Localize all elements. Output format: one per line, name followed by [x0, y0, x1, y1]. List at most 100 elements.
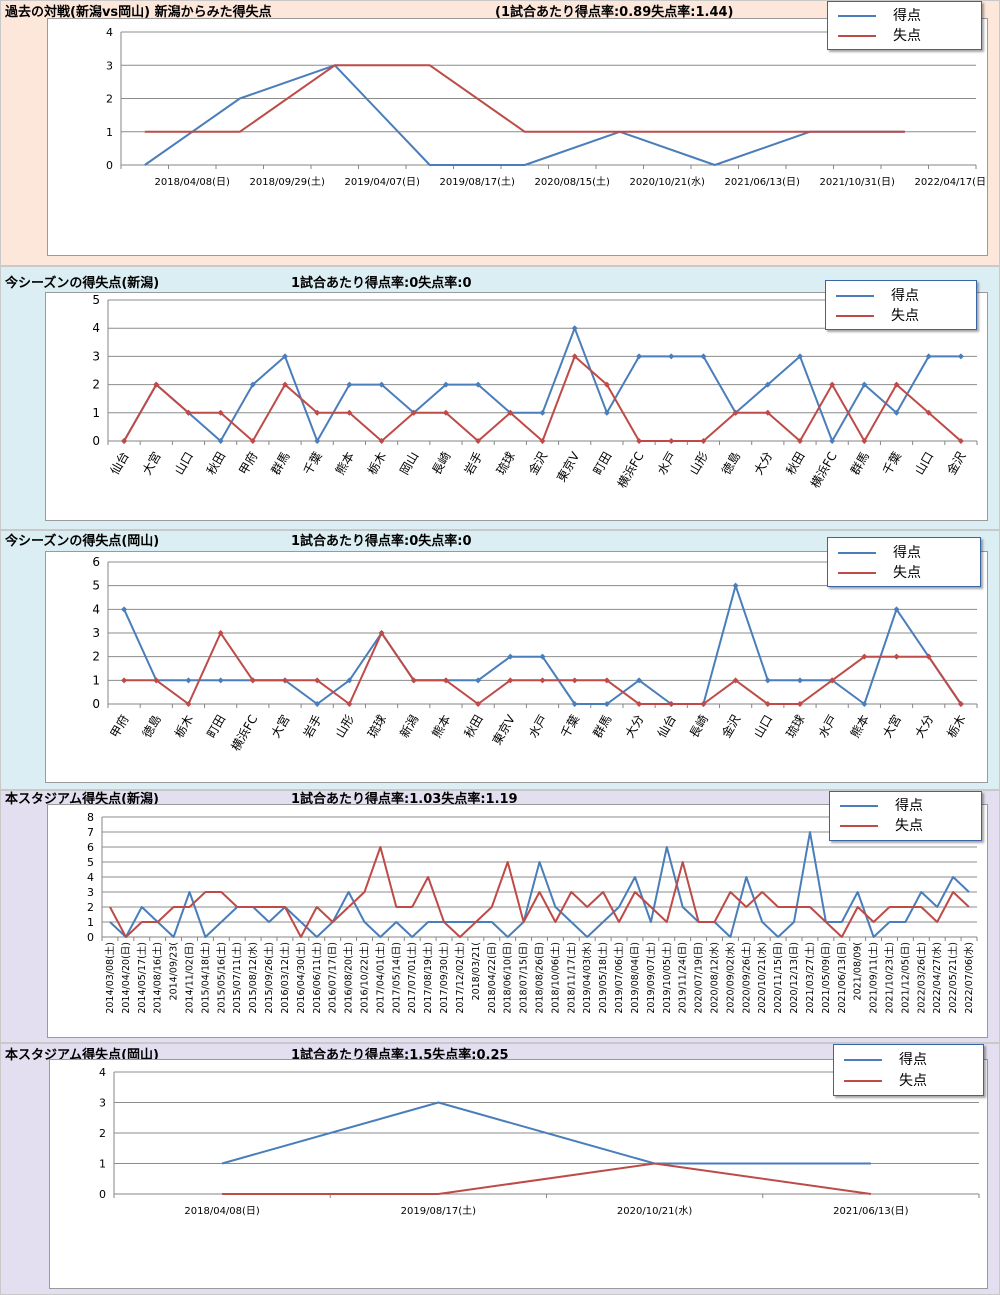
x-tick-label: 2017/12/02(土)	[454, 942, 466, 1014]
x-tick-label: 2020/08/15(土)	[535, 175, 611, 188]
panel-title: 過去の対戦(新潟vs岡山) 新潟からみた得失点	[5, 5, 272, 20]
y-tick-label: 1	[92, 673, 100, 687]
x-tick-label: 2015/09/26(土)	[263, 942, 275, 1014]
data-point-conceded	[249, 677, 256, 684]
y-tick-label: 0	[106, 159, 113, 172]
line-chart-season-niigata: 012345仙台 大宮 山口 秋田 甲府 群馬 千葉 熊本 栃木 岡山 長崎 岩手 琉球 金沢 東京V 町田横…	[92, 293, 978, 491]
legend-swatch-scored	[844, 1059, 882, 1061]
data-point-scored	[217, 438, 224, 444]
x-tick-label: 東京V	[490, 712, 519, 748]
x-tick-label: 2019/08/17(土)	[440, 175, 516, 188]
data-point-conceded	[829, 677, 836, 684]
x-tick-label: 琉球	[365, 713, 389, 741]
data-point-conceded	[893, 381, 900, 388]
chart-legend: 得点 失点	[829, 791, 982, 841]
x-tick-label: 2020/09/02(水)	[724, 942, 736, 1014]
x-tick-label: 2020/10/21(水)	[756, 942, 768, 1014]
series-line-scored	[144, 64, 905, 166]
x-tick-label: 千葉	[558, 713, 582, 741]
x-tick-label: 2015/08/12(水)	[247, 942, 259, 1014]
x-tick-label: 2021/06/13(日)	[833, 1206, 909, 1217]
series-line-scored	[123, 584, 962, 705]
data-point-conceded	[861, 438, 868, 444]
data-point-conceded	[185, 701, 192, 707]
panel-rate-text: 1試合あたり得点率:0失点率:0	[291, 276, 472, 291]
data-point-conceded	[829, 381, 836, 388]
x-tick-label: 群馬	[268, 450, 292, 478]
x-tick-label: 岩手	[461, 449, 486, 477]
x-tick-label: 2018/03/21(	[471, 942, 482, 1000]
series-line-scored	[109, 831, 970, 938]
data-point-conceded	[796, 701, 803, 707]
x-tick-label: 山形	[687, 450, 711, 478]
x-tick-label: 2018/10/06(土)	[549, 942, 561, 1014]
data-point-conceded	[764, 701, 771, 707]
y-tick-label: 0	[99, 1188, 106, 1201]
legend-item-scored: 得点	[828, 543, 980, 563]
data-point-scored	[796, 353, 803, 360]
x-tick-label: 2018/04/22(日)	[487, 942, 498, 1014]
x-tick-label: 大分	[751, 450, 775, 478]
x-tick-label: 2018/09/29(土)	[250, 175, 326, 188]
x-tick-label: 2015/04/18(土)	[199, 942, 211, 1014]
data-point-scored	[475, 677, 482, 684]
x-tick-label: 2017/09/30(土)	[438, 942, 450, 1014]
x-tick-label: 2014/05/17(土)	[136, 942, 148, 1014]
x-tick-label: 2020/08/12(水)	[709, 942, 721, 1014]
x-tick-label: 2017/07/01(土)	[406, 942, 418, 1014]
y-tick-label: 2	[92, 650, 100, 664]
y-tick-label: 4	[87, 871, 94, 884]
x-tick-label: 2016/08/20(土)	[343, 942, 355, 1014]
panel-head-to-head: 過去の対戦(新潟vs岡山) 新潟からみた得失点 (1試合あたり得点率:0.89失…	[0, 0, 1000, 266]
chart-container: 0 1 2 3 4 2018/04/08(日) 2019/08/17(土) 2020/10/2…	[49, 1059, 988, 1289]
x-tick-label: 東京V	[554, 449, 583, 485]
y-tick-label: 6	[87, 841, 94, 854]
series-line-conceded	[124, 632, 962, 705]
line-chart-stadium-okayama: 0 1 2 3 4 2018/04/08(日) 2019/08/17(土) 2020/10/2…	[99, 1066, 980, 1217]
y-tick-label: 4	[99, 1066, 106, 1079]
x-tick-label: 2016/03/12(土)	[279, 942, 291, 1014]
x-tick-label: 熊本	[429, 712, 454, 740]
x-tick-label: 2018/11/17(土)	[565, 942, 577, 1014]
x-tick-label: 甲府	[107, 712, 132, 740]
data-point-conceded	[764, 409, 771, 416]
data-point-conceded	[603, 677, 610, 684]
x-tick-label: 大宮	[879, 712, 904, 740]
data-point-conceded	[121, 677, 128, 684]
x-tick-label: 山口	[172, 450, 196, 478]
x-tick-label: 栃木	[172, 713, 196, 741]
x-tick-label: 2016/06/11(土)	[311, 942, 323, 1014]
data-point-conceded	[121, 438, 128, 444]
data-point-scored	[764, 677, 771, 684]
panel-rate-text: (1試合あたり得点率:0.89失点率:1.44)	[495, 5, 734, 20]
data-point-conceded	[668, 701, 675, 707]
x-tick-label: 2014/09/23(	[169, 942, 180, 1000]
chart-container: 0 1 2 3 4 2018/04/08(日) 2018/09/29(土) 2019/04/0…	[47, 18, 988, 256]
legend-item-conceded: 失点	[830, 816, 981, 836]
panel-rate-text: 1試合あたり得点率:0失点率:0	[291, 534, 472, 549]
data-point-conceded	[475, 701, 482, 707]
y-tick-label: 4	[106, 26, 113, 39]
data-point-conceded	[539, 677, 546, 684]
data-point-conceded	[732, 409, 739, 416]
x-tick-label: 秋田	[204, 450, 228, 478]
data-point-scored	[636, 353, 643, 360]
data-point-conceded	[153, 381, 160, 388]
data-point-scored	[282, 353, 289, 360]
x-tick-label: 2019/08/17(土)	[401, 1204, 477, 1217]
x-tick-label: 群馬	[590, 713, 614, 741]
legend-item-conceded: 失点	[826, 306, 976, 326]
series-line-conceded	[222, 1162, 872, 1195]
x-tick-label: 2021/10/31(日)	[820, 177, 896, 188]
x-tick-label: 熊本	[847, 712, 872, 740]
x-tick-label: 2022/07/06(水)	[963, 942, 975, 1014]
legend-swatch-conceded	[838, 35, 876, 37]
data-point-scored	[571, 325, 578, 332]
x-tick-label: 2019/10/05(土)	[661, 942, 673, 1014]
data-point-conceded	[700, 438, 707, 444]
x-tick-label: 横浜FC	[229, 713, 261, 754]
x-tick-label: 秋田	[462, 713, 486, 741]
